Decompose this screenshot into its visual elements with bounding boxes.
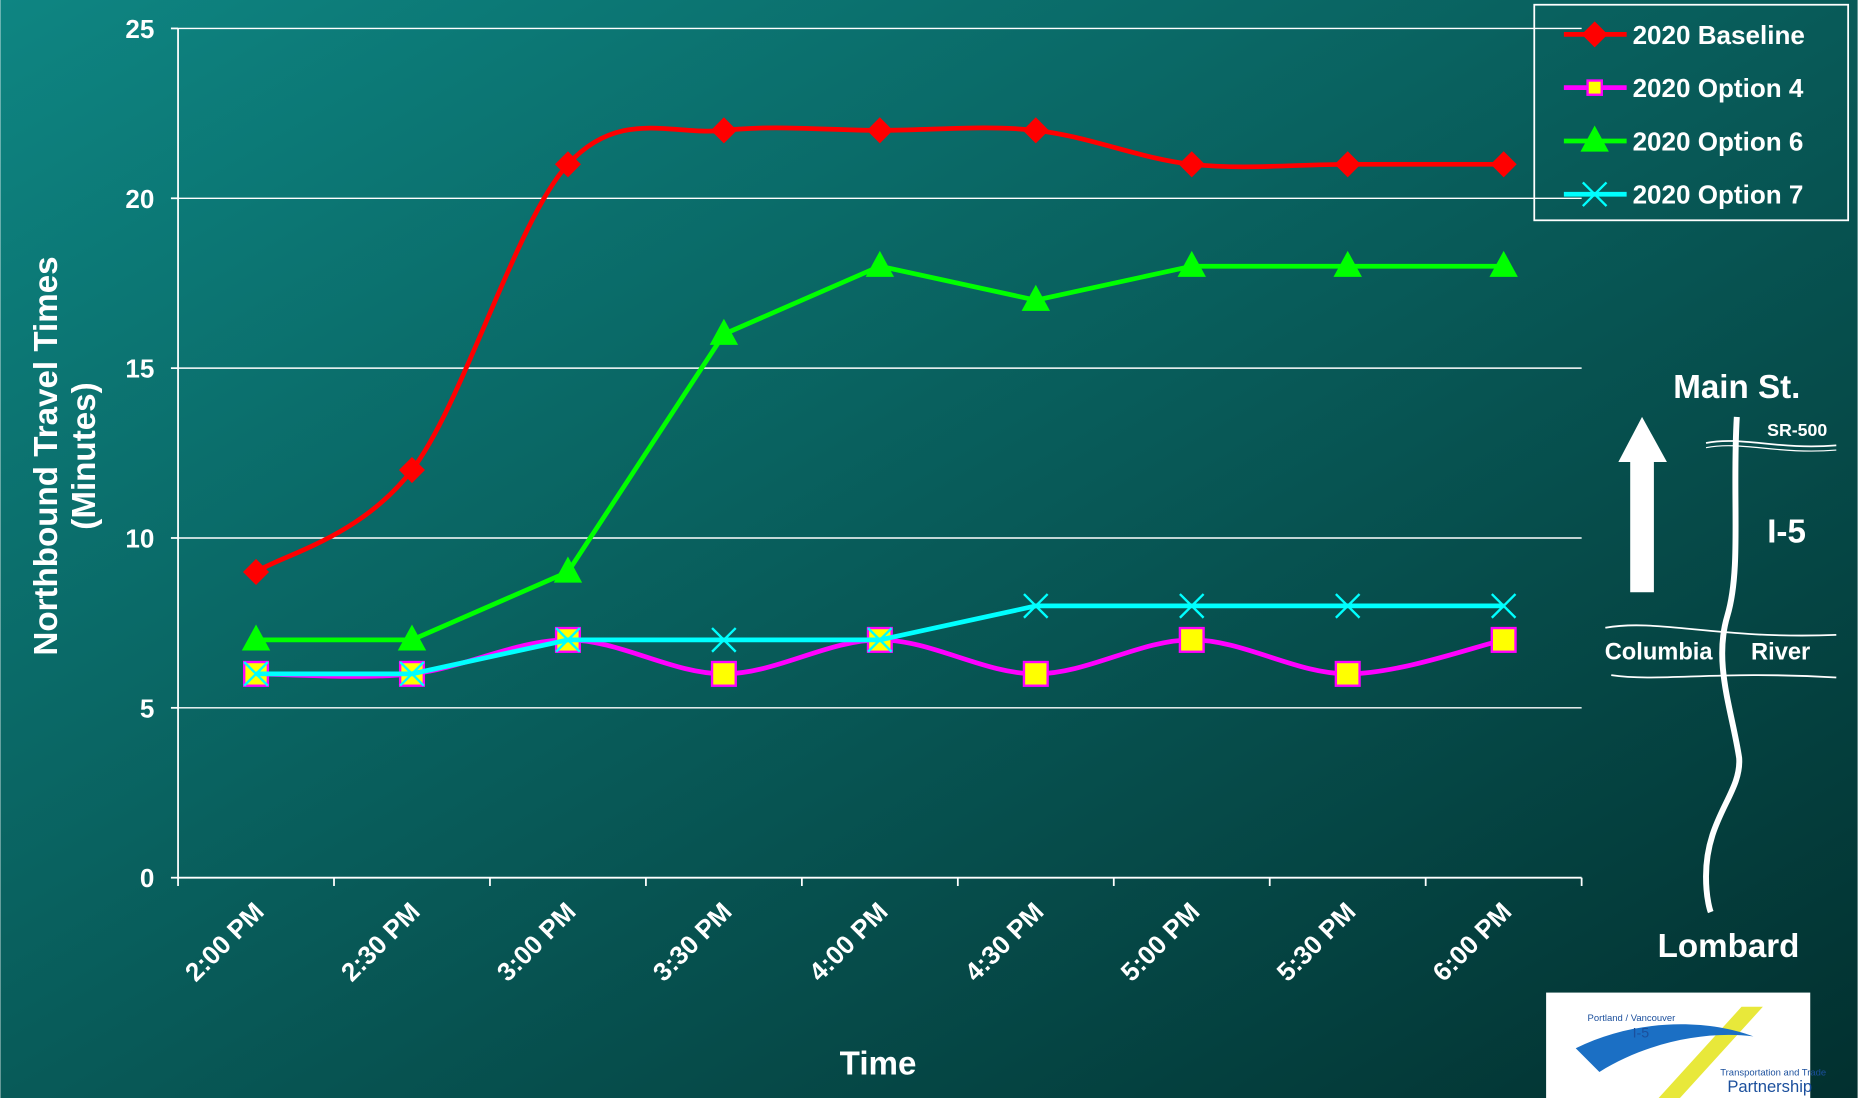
marker [397, 624, 427, 651]
legend-marker [1586, 79, 1603, 96]
marker [399, 661, 425, 687]
marker [1333, 250, 1362, 277]
logo-text: Transportation and Trade [1720, 1067, 1826, 1078]
legend-label: 2020 Option 6 [1633, 126, 1804, 156]
marker [241, 624, 271, 651]
legend-marker [1580, 125, 1609, 152]
marker [1177, 250, 1206, 277]
logo-text: Partnership [1727, 1077, 1812, 1096]
marker [553, 556, 583, 583]
y-tick-label: 0 [140, 863, 155, 893]
river-bank [1605, 624, 1837, 637]
legend-box [1533, 3, 1850, 222]
y-tick-label: 15 [125, 354, 154, 384]
map-label: I-5 [1767, 513, 1806, 550]
marker [1489, 250, 1518, 277]
map-label: SR-500 [1767, 420, 1827, 440]
logo: Portland / Vancouver I-5 Transportation … [1546, 992, 1826, 1098]
y-tick-label: 20 [125, 184, 154, 214]
legend-marker [1581, 21, 1608, 48]
marker [1178, 626, 1205, 653]
logo-text: Portland / Vancouver [1588, 1013, 1676, 1024]
map-label: River [1751, 640, 1810, 666]
marker [1334, 660, 1361, 687]
marker [865, 250, 895, 277]
marker [1335, 593, 1361, 619]
y-axis-label-line: (Minutes) [66, 382, 103, 529]
logo-text: I-5 [1633, 1026, 1650, 1042]
marker [1179, 593, 1205, 619]
marker [1490, 626, 1517, 653]
legend-marker [1581, 181, 1608, 207]
y-tick-label: 5 [140, 693, 155, 723]
map-label: Main St. [1673, 369, 1800, 406]
marker [1022, 660, 1049, 687]
road [1703, 416, 1743, 914]
y-axis-label: Northbound Travel Times (Minutes) [28, 256, 103, 655]
map-label: Columbia [1605, 640, 1714, 666]
legend-label: 2020 Option 7 [1633, 180, 1804, 210]
marker [1023, 593, 1049, 619]
marker [243, 661, 269, 687]
x-axis-label: Time [840, 1045, 917, 1082]
marker [710, 660, 737, 687]
map: Main St. SR-500 I-5 Columbia River Lomba… [1605, 369, 1837, 965]
y-tick-label: 25 [125, 14, 154, 44]
y-tick-label: 10 [125, 523, 154, 553]
river-bank [1611, 674, 1837, 679]
series-line [254, 125, 1504, 574]
marker [1490, 593, 1517, 619]
marker [709, 318, 739, 345]
legend-label: 2020 Option 4 [1633, 73, 1804, 103]
road-line [1705, 440, 1837, 448]
marker [242, 558, 270, 585]
legend-label: 2020 Baseline [1633, 20, 1805, 50]
marker [711, 627, 737, 653]
map-label: Lombard [1658, 928, 1800, 965]
marker [867, 627, 893, 653]
logo-shape [1658, 1006, 1763, 1098]
logo-shape [1575, 1024, 1754, 1072]
marker [1021, 284, 1051, 311]
arrow [1618, 416, 1667, 593]
y-axis-label-line: Northbound Travel Times [28, 256, 65, 655]
road-line [1705, 445, 1837, 452]
marker [555, 627, 581, 653]
